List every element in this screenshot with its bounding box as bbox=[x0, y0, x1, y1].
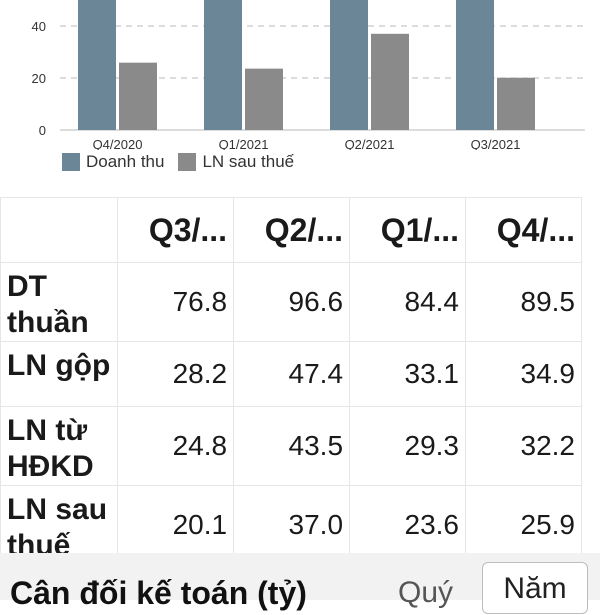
column-header[interactable]: Q1/... bbox=[349, 197, 466, 263]
table-cell: 47.4 bbox=[233, 341, 351, 407]
table-cell: 89.5 bbox=[465, 262, 582, 342]
bar-profit bbox=[497, 77, 535, 130]
legend-item-revenue: Doanh thu bbox=[62, 152, 164, 172]
column-header[interactable]: Q3/... bbox=[117, 197, 235, 263]
y-tick-label: 0 bbox=[39, 123, 46, 138]
bar-profit bbox=[371, 33, 409, 130]
bar-revenue bbox=[204, 0, 242, 130]
table-cell: 24.8 bbox=[117, 406, 235, 486]
tab-quarter[interactable]: Quý bbox=[398, 576, 454, 609]
y-tick-label: 20 bbox=[32, 71, 46, 86]
section-title: Cân đối kế toán (tỷ) bbox=[10, 575, 307, 611]
table-cell: 84.4 bbox=[349, 262, 466, 342]
table-cell: 20.1 bbox=[117, 485, 235, 565]
table-cell: 37.0 bbox=[233, 485, 351, 565]
table-row: LN gộp 28.2 47.4 33.1 34.9 bbox=[0, 341, 582, 407]
table-cell: 28.2 bbox=[117, 341, 235, 407]
bar-profit bbox=[245, 68, 283, 130]
x-tick-label: Q1/2021 bbox=[219, 137, 269, 150]
tab-year[interactable]: Năm bbox=[482, 562, 588, 614]
table-cell: 76.8 bbox=[117, 262, 235, 342]
column-header[interactable]: Q4/... bbox=[465, 197, 582, 263]
legend-swatch-revenue bbox=[62, 153, 80, 171]
legend-item-profit: LN sau thuế bbox=[178, 152, 294, 172]
bar-revenue bbox=[330, 0, 368, 130]
legend-label-revenue: Doanh thu bbox=[86, 152, 165, 171]
x-tick-label: Q2/2021 bbox=[345, 137, 395, 150]
bar-revenue bbox=[456, 0, 494, 130]
table-cell: 32.2 bbox=[465, 406, 582, 486]
x-tick-label: Q4/2020 bbox=[93, 137, 143, 150]
chart-legend: Doanh thu LN sau thuế bbox=[62, 152, 294, 172]
bar-chart: 0 20 40 Q4/2020 Q1/2021 Q2/2021 Q3/2021 Doanh … bbox=[0, 0, 600, 190]
column-header[interactable]: Q2/... bbox=[233, 197, 351, 263]
table-cell: 96.6 bbox=[233, 262, 351, 342]
table-cell: 25.9 bbox=[465, 485, 582, 565]
table-cell: 23.6 bbox=[349, 485, 466, 565]
row-label: LN gộp bbox=[0, 341, 119, 407]
table-row: LN từ HĐKD 24.8 43.5 29.3 32.2 bbox=[0, 406, 582, 486]
table-cell: 34.9 bbox=[465, 341, 582, 407]
bar-profit bbox=[119, 62, 157, 130]
legend-swatch-profit bbox=[178, 153, 197, 171]
table-cell: 33.1 bbox=[349, 341, 466, 407]
table-cell: 43.5 bbox=[233, 406, 351, 486]
table-corner-cell bbox=[0, 197, 119, 263]
row-label: DT thuần bbox=[0, 262, 119, 342]
row-label: LN từ HĐKD bbox=[0, 406, 119, 486]
bar-revenue bbox=[78, 0, 116, 130]
x-tick-label: Q3/2021 bbox=[471, 137, 521, 150]
y-tick-label: 40 bbox=[32, 19, 46, 34]
chart-svg: 0 20 40 Q4/2020 Q1/2021 Q2/2021 Q3/2021 bbox=[32, 0, 585, 150]
table-cell: 29.3 bbox=[349, 406, 466, 486]
legend-label-profit: LN sau thuế bbox=[202, 152, 295, 171]
table-header-row: Q3/... Q2/... Q1/... Q4/... bbox=[0, 197, 582, 263]
table-row: DT thuần 76.8 96.6 84.4 89.5 bbox=[0, 262, 582, 342]
financial-table: Q3/... Q2/... Q1/... Q4/... DT thuần 76.… bbox=[0, 197, 582, 565]
